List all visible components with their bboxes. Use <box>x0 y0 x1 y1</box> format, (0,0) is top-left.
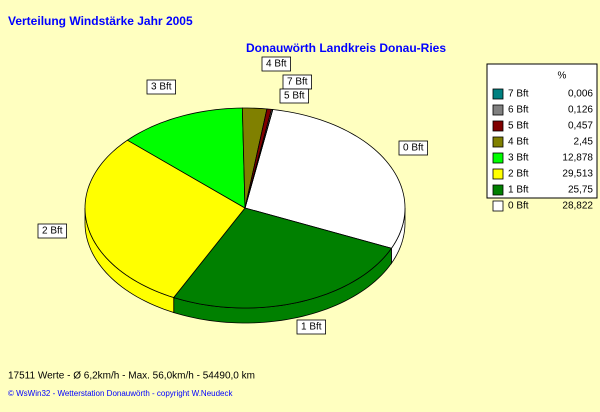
slice-label: 4 Bft <box>266 59 287 70</box>
credit: © WsWin32 - Wetterstation Donauwörth - c… <box>8 389 233 398</box>
legend-value: 12,878 <box>562 153 593 164</box>
slice-label-box <box>279 88 309 104</box>
legend-title: % <box>558 71 567 82</box>
legend-label: 2 Bft <box>508 169 529 180</box>
legend-swatch <box>492 184 504 196</box>
pie-slice <box>244 109 406 249</box>
legend-label: 6 Bft <box>508 105 529 116</box>
legend-value: 0,006 <box>568 89 593 100</box>
legend-value: 2,45 <box>574 137 594 148</box>
slice-label: 7 Bft <box>287 77 308 88</box>
slice-label-box <box>146 79 176 95</box>
slice-label: 1 Bft <box>301 322 322 333</box>
legend-value: 29,513 <box>562 169 593 180</box>
pie-slice <box>244 109 274 209</box>
slice-label: 5 Bft <box>284 91 305 102</box>
slice-label-box <box>261 56 291 72</box>
legend-value: 28,822 <box>562 201 593 212</box>
slice-label-box <box>398 140 428 156</box>
legend-swatch <box>492 120 504 132</box>
slice-label-box <box>296 319 326 335</box>
chart-title: Verteilung Windstärke Jahr 2005 <box>8 14 193 28</box>
legend-label: 0 Bft <box>508 201 529 212</box>
legend-swatch <box>492 200 504 212</box>
legend-label: 1 Bft <box>508 185 529 196</box>
legend-swatch <box>492 88 504 100</box>
slice-label: 0 Bft <box>403 143 424 154</box>
legend-label: 7 Bft <box>508 89 529 100</box>
pie-slice <box>173 207 393 309</box>
pie-slice <box>84 139 246 298</box>
legend-label: 3 Bft <box>508 153 529 164</box>
legend-value: 25,75 <box>568 185 593 196</box>
pie-slice <box>241 107 268 209</box>
legend-box <box>486 63 598 199</box>
legend-value: 0,126 <box>568 105 593 116</box>
legend-label: 4 Bft <box>508 137 529 148</box>
footer: 17511 Werte - Ø 6,2km/h - Max. 56,0km/h … <box>8 371 255 382</box>
legend-swatch <box>492 136 504 148</box>
legend-value: 0,457 <box>568 121 593 132</box>
legend-label: 5 Bft <box>508 121 529 132</box>
slice-label-box <box>37 223 67 239</box>
slice-label: 2 Bft <box>42 226 63 237</box>
chart-subtitle: Donauwörth Landkreis Donau-Ries <box>246 41 446 55</box>
legend-swatch <box>492 168 504 180</box>
pie-slice <box>126 107 246 209</box>
slice-label: 3 Bft <box>151 82 172 93</box>
legend-swatch <box>492 104 504 116</box>
legend-swatch <box>492 152 504 164</box>
